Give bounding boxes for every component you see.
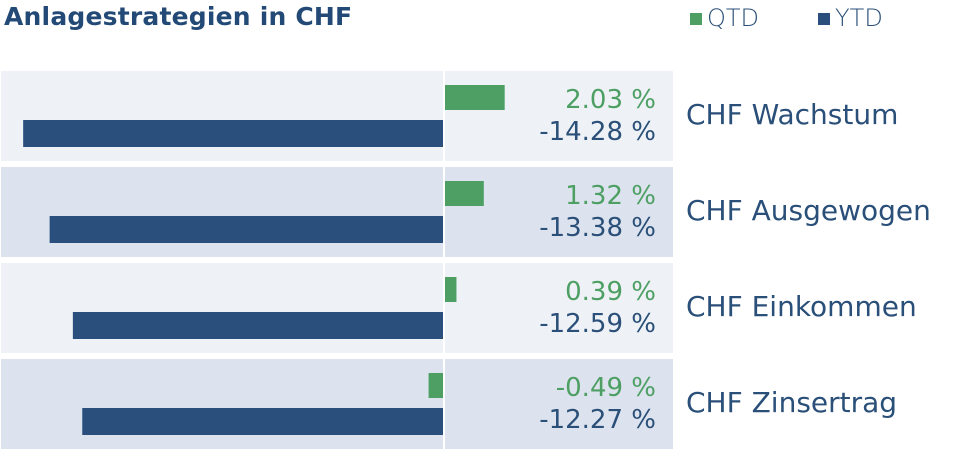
category-label-chf-einkommen: CHF Einkommen <box>686 290 917 323</box>
bar-qtd-chf-einkommen <box>445 277 457 302</box>
legend-item-ytd: YTD <box>818 4 883 32</box>
legend-label-ytd: YTD <box>835 4 883 32</box>
value-label-qtd-chf-wachstum: 2.03 % <box>565 85 656 115</box>
legend-label-qtd: QTD <box>707 4 760 32</box>
legend-item-qtd: QTD <box>690 4 759 32</box>
value-label-qtd-chf-zinsertrag: -0.49 % <box>556 373 656 403</box>
value-label-qtd-chf-ausgewogen: 1.32 % <box>565 181 656 211</box>
bar-qtd-chf-ausgewogen <box>445 181 484 206</box>
chart-title: Anlagestrategien in CHF <box>4 2 353 31</box>
value-label-qtd-chf-einkommen: 0.39 % <box>565 277 656 307</box>
legend-swatch-qtd <box>690 13 702 25</box>
bar-qtd-chf-wachstum <box>445 85 505 110</box>
category-label-chf-wachstum: CHF Wachstum <box>686 98 898 131</box>
bar-ytd-chf-einkommen <box>72 312 443 339</box>
value-label-ytd-chf-einkommen: -12.59 % <box>539 309 656 339</box>
bar-ytd-chf-wachstum <box>23 120 443 147</box>
value-label-ytd-chf-wachstum: -14.28 % <box>539 117 656 147</box>
value-label-ytd-chf-ausgewogen: -13.38 % <box>539 213 656 243</box>
bar-ytd-chf-zinsertrag <box>82 408 444 435</box>
bar-ytd-chf-ausgewogen <box>49 216 444 243</box>
bar-qtd-chf-zinsertrag <box>428 373 443 398</box>
value-label-ytd-chf-zinsertrag: -12.27 % <box>539 405 656 435</box>
legend-swatch-ytd <box>818 13 830 25</box>
category-label-chf-ausgewogen: CHF Ausgewogen <box>686 194 931 227</box>
category-label-chf-zinsertrag: CHF Zinsertrag <box>686 386 897 419</box>
